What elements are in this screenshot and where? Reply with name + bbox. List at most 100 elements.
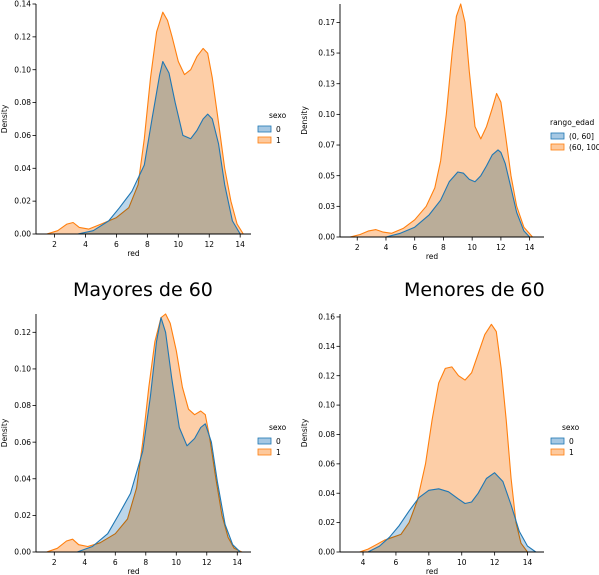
density-chart-top-left: 2 4 6 8 10 12 140.000.020.040.060.080.100.120.… bbox=[0, 0, 287, 258]
y-tick-label: 0.08 bbox=[14, 401, 31, 410]
x-tick-label: 14 bbox=[523, 558, 533, 567]
y-tick-label: 0.12 bbox=[14, 328, 31, 337]
x-tick-label: 8 bbox=[145, 240, 150, 249]
density-line-series-0 bbox=[77, 60, 241, 235]
legend-swatch-1 bbox=[257, 448, 272, 456]
x-tick-label: 8 bbox=[441, 243, 446, 252]
x-tick-label: 12 bbox=[204, 240, 214, 249]
legend-label-1: 1 bbox=[276, 136, 281, 145]
x-tick-label: 10 bbox=[467, 243, 477, 252]
legend-title: rango_edad bbox=[550, 118, 595, 127]
legend-label-1: (60, 100] bbox=[569, 143, 599, 152]
x-tick-label: 6 bbox=[113, 558, 118, 567]
x-tick-label: 4 bbox=[361, 558, 366, 567]
y-tick-label: 0.16 bbox=[318, 313, 335, 322]
y-tick-label: 0.08 bbox=[14, 98, 31, 107]
density-area-series-0 bbox=[386, 149, 530, 237]
y-tick-label: 0.14 bbox=[14, 0, 31, 9]
legend-label-0: 0 bbox=[276, 437, 281, 446]
density-chart-bottom-right: 4 6 8 10 12 140.000.020.040.060.080.100.120.1… bbox=[300, 313, 580, 575]
density-line-series-1 bbox=[46, 11, 244, 235]
x-tick-label: 12 bbox=[202, 558, 212, 567]
y-tick-label: 0.00 bbox=[318, 233, 335, 242]
y-tick-label: 0.06 bbox=[14, 131, 31, 140]
legend-title: sexo bbox=[269, 423, 287, 432]
y-tick-label: 0.12 bbox=[318, 371, 335, 380]
x-tick-label: 14 bbox=[233, 558, 243, 567]
legend-label-1: 1 bbox=[569, 448, 574, 457]
x-tick-label: 4 bbox=[384, 243, 389, 252]
x-tick-label: 8 bbox=[143, 558, 148, 567]
x-axis-label: red bbox=[127, 567, 140, 575]
density-line-series-0 bbox=[367, 472, 537, 553]
y-tick-label: 0.00 bbox=[318, 548, 335, 557]
density-chart-top-right: 2 4 6 8 10 12 14 0.00 0.03 0.05 0.07 0.10 0.13 0.15 0.… bbox=[300, 3, 599, 261]
legend-label-0: 0 bbox=[569, 437, 574, 446]
legend-label-0: (0, 60] bbox=[569, 132, 594, 141]
x-tick-label: 8 bbox=[426, 558, 431, 567]
x-axis-label: red bbox=[426, 567, 439, 575]
y-tick-label: 0.02 bbox=[318, 518, 335, 527]
legend-title: sexo bbox=[562, 423, 580, 432]
legend-swatch-1 bbox=[257, 136, 272, 144]
y-tick-label: 0.03 bbox=[318, 202, 335, 211]
y-tick-label: 0.04 bbox=[318, 489, 335, 498]
y-axis-label: Density bbox=[300, 106, 309, 135]
x-tick-label: 4 bbox=[82, 558, 87, 567]
x-axis-label: red bbox=[127, 249, 140, 258]
y-tick-label: 0.10 bbox=[318, 110, 335, 119]
x-tick-label: 6 bbox=[412, 243, 417, 252]
density-line-series-0 bbox=[385, 149, 531, 238]
y-tick-label: 0.08 bbox=[318, 430, 335, 439]
y-tick-label: 0.10 bbox=[14, 65, 31, 74]
x-tick-label: 2 bbox=[52, 240, 57, 249]
density-chart-bottom-left: 2 4 6 8 10 12 140.000.020.040.060.080.100.12re… bbox=[0, 313, 287, 575]
y-tick-label: 0.06 bbox=[14, 438, 31, 447]
x-tick-label: 6 bbox=[394, 558, 399, 567]
x-tick-label: 6 bbox=[114, 240, 119, 249]
x-tick-label: 4 bbox=[83, 240, 88, 249]
y-tick-label: 0.00 bbox=[14, 230, 31, 239]
y-tick-label: 0.07 bbox=[318, 141, 335, 150]
x-tick-label: 2 bbox=[355, 243, 360, 252]
y-axis-label: Density bbox=[0, 104, 9, 133]
density-area-series-0 bbox=[77, 317, 241, 552]
y-tick-label: 0.10 bbox=[318, 401, 335, 410]
y-tick-label: 0.00 bbox=[14, 548, 31, 557]
y-tick-label: 0.02 bbox=[14, 197, 31, 206]
density-line-series-0 bbox=[77, 317, 241, 553]
legend-swatch-0 bbox=[257, 125, 272, 133]
section-title-mayores: Mayores de 60 bbox=[73, 279, 213, 301]
y-tick-label: 0.10 bbox=[14, 365, 31, 374]
legend-swatch-0 bbox=[550, 437, 565, 445]
x-tick-label: 10 bbox=[457, 558, 467, 567]
legend-swatch-1 bbox=[550, 448, 565, 456]
density-area-series-0 bbox=[77, 61, 241, 234]
density-line-series-1 bbox=[349, 3, 533, 238]
y-tick-label: 0.05 bbox=[318, 171, 335, 180]
density-area-series-0 bbox=[368, 472, 536, 552]
y-tick-label: 0.02 bbox=[14, 511, 31, 520]
x-axis-label: red bbox=[426, 252, 439, 261]
y-tick-label: 0.13 bbox=[318, 79, 335, 88]
x-tick-label: 14 bbox=[525, 243, 535, 252]
y-axis-label: Density bbox=[0, 418, 9, 447]
legend-swatch-1 bbox=[550, 143, 565, 151]
y-tick-label: 0.17 bbox=[318, 18, 335, 27]
x-tick-label: 12 bbox=[490, 558, 500, 567]
legend-swatch-0 bbox=[257, 437, 272, 445]
x-tick-label: 10 bbox=[172, 558, 182, 567]
y-tick-label: 0.04 bbox=[14, 164, 31, 173]
legend-label-1: 1 bbox=[276, 448, 281, 457]
y-axis-label: Density bbox=[300, 418, 309, 447]
y-tick-label: 0.14 bbox=[318, 342, 335, 351]
legend-label-0: 0 bbox=[276, 125, 281, 134]
x-tick-label: 12 bbox=[496, 243, 506, 252]
section-title-menores: Menores de 60 bbox=[404, 279, 545, 301]
y-tick-label: 0.04 bbox=[14, 474, 31, 483]
y-tick-label: 0.15 bbox=[318, 49, 335, 58]
x-tick-label: 10 bbox=[174, 240, 184, 249]
x-tick-label: 2 bbox=[52, 558, 57, 567]
legend-title: sexo bbox=[269, 111, 287, 120]
